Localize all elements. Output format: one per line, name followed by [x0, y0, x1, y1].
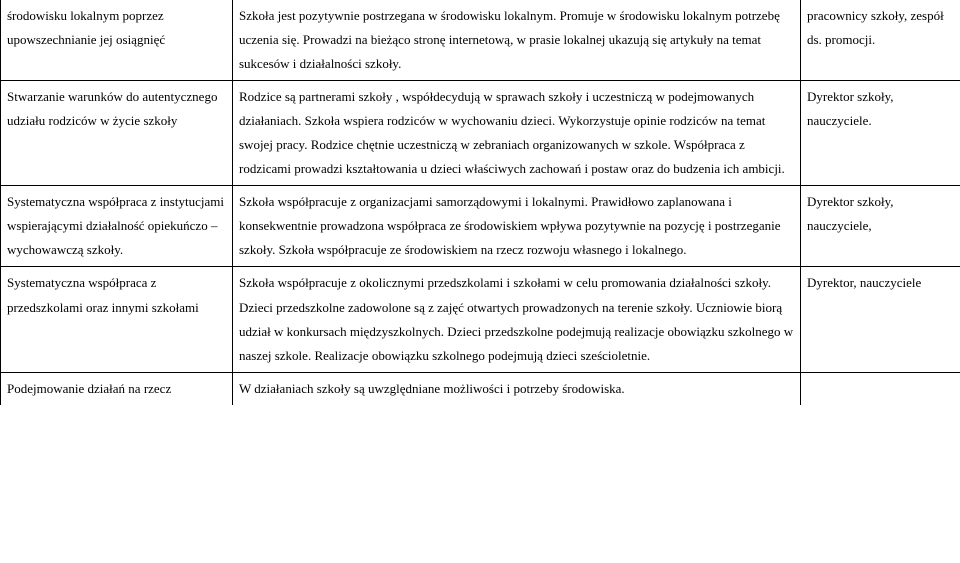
table-row: Podejmowanie działań na rzecz W działani… — [1, 372, 960, 405]
cell-col3: Dyrektor szkoły, nauczyciele, — [801, 186, 960, 267]
table-row: Systematyczna współpraca z przedszkolami… — [1, 267, 960, 372]
cell-col3: Dyrektor szkoły, nauczyciele. — [801, 81, 960, 186]
cell-col3: Dyrektor, nauczyciele — [801, 267, 960, 372]
cell-col2: W działaniach szkoły są uwzględniane moż… — [233, 372, 801, 405]
cell-col1: środowisku lokalnym poprzez upowszechnia… — [1, 0, 233, 81]
cell-col3 — [801, 372, 960, 405]
table-row: Systematyczna współpraca z instytucjami … — [1, 186, 960, 267]
cell-col1: Systematyczna współpraca z przedszkolami… — [1, 267, 233, 372]
table-row: środowisku lokalnym poprzez upowszechnia… — [1, 0, 960, 81]
cell-col2: Szkoła jest pozytywnie postrzegana w śro… — [233, 0, 801, 81]
cell-col2: Szkoła współpracuje z organizacjami samo… — [233, 186, 801, 267]
cell-col2: Rodzice są partnerami szkoły , współdecy… — [233, 81, 801, 186]
document-table: środowisku lokalnym poprzez upowszechnia… — [0, 0, 960, 405]
cell-col1: Podejmowanie działań na rzecz — [1, 372, 233, 405]
cell-col2: Szkoła współpracuje z okolicznymi przeds… — [233, 267, 801, 372]
cell-col1: Stwarzanie warunków do autentycznego udz… — [1, 81, 233, 186]
cell-col1: Systematyczna współpraca z instytucjami … — [1, 186, 233, 267]
table-row: Stwarzanie warunków do autentycznego udz… — [1, 81, 960, 186]
cell-col3: pracownicy szkoły, zespół ds. promocji. — [801, 0, 960, 81]
